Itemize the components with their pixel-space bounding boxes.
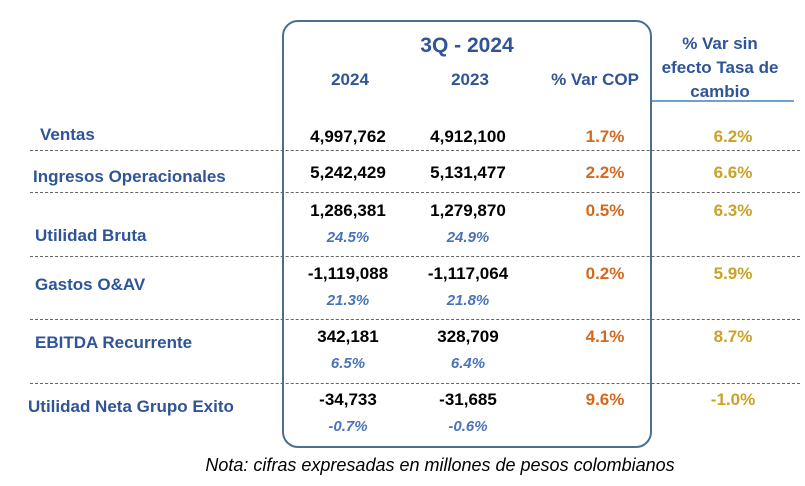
row-divider — [30, 256, 800, 257]
column-header-var-sin-line2: efecto Tasa de — [661, 58, 779, 77]
row-label-utilidad-neta: Utilidad Neta Grupo Exito — [28, 397, 234, 416]
utilidad-bruta-var-sin: 6.3% — [713, 201, 753, 220]
ingresos-2024: 5,242,429 — [310, 163, 386, 182]
gastos-2024: -1,119,088 — [307, 264, 389, 283]
utilidad-bruta-2023: 1,279,870 — [430, 201, 506, 220]
utilidad-bruta-margin-2024: 24.5% — [326, 229, 370, 246]
row-divider — [30, 150, 800, 151]
utilidad-neta-var-sin: -1.0% — [710, 390, 756, 409]
ebitda-var-cop: 4.1% — [585, 327, 625, 346]
ingresos-2023: 5,131,477 — [430, 163, 506, 182]
ventas-2023: 4,912,100 — [430, 127, 506, 146]
column-header-var-sin-efecto: % Var sin efecto Tasa de cambio — [655, 32, 785, 104]
footnote: Nota: cifras expresadas en millones de p… — [205, 455, 675, 475]
gastos-margin-2024: 21.3% — [326, 292, 370, 309]
ingresos-var-sin: 6.6% — [713, 163, 753, 182]
period-title: 3Q - 2024 — [420, 34, 514, 57]
column-header-var-cop: % Var COP — [551, 70, 639, 89]
ingresos-var-cop: 2.2% — [585, 163, 625, 182]
ventas-var-cop: 1.7% — [585, 127, 625, 146]
utilidad-neta-margin-2023: -0.6% — [448, 418, 488, 435]
row-divider — [30, 192, 800, 193]
utilidad-neta-2023: -31,685 — [439, 390, 497, 409]
utilidad-bruta-var-cop: 0.5% — [585, 201, 625, 220]
utilidad-neta-2024: -34,733 — [319, 390, 377, 409]
ventas-var-sin: 6.2% — [713, 127, 753, 146]
utilidad-neta-margin-2024: -0.7% — [328, 418, 368, 435]
column-header-var-sin-line1: % Var sin — [682, 34, 758, 53]
row-label-utilidad-bruta: Utilidad Bruta — [35, 226, 147, 245]
header-rule — [652, 100, 794, 102]
row-label-ebitda: EBITDA Recurrente — [35, 333, 193, 352]
ebitda-2023: 328,709 — [437, 327, 499, 346]
ebitda-margin-2024: 6.5% — [330, 355, 366, 372]
utilidad-bruta-2024: 1,286,381 — [310, 201, 386, 220]
ebitda-2024: 342,181 — [317, 327, 379, 346]
column-header-var-sin-line3: cambio — [690, 82, 750, 101]
ventas-2024: 4,997,762 — [310, 127, 386, 146]
utilidad-bruta-margin-2023: 24.9% — [446, 229, 490, 246]
row-divider — [30, 319, 800, 320]
gastos-var-cop: 0.2% — [585, 264, 625, 283]
ebitda-var-sin: 8.7% — [713, 327, 753, 346]
column-header-2023: 2023 — [451, 70, 489, 89]
gastos-margin-2023: 21.8% — [446, 292, 490, 309]
utilidad-neta-var-cop: 9.6% — [585, 390, 625, 409]
row-label-ingresos: Ingresos Operacionales — [33, 167, 226, 186]
gastos-2023: -1,117,064 — [427, 264, 509, 283]
row-label-gastos: Gastos O&AV — [35, 275, 146, 294]
row-divider — [30, 383, 800, 384]
gastos-var-sin: 5.9% — [713, 264, 753, 283]
period-highlight-box — [282, 20, 652, 448]
column-header-2024: 2024 — [331, 70, 369, 89]
row-label-ventas: Ventas — [40, 125, 95, 144]
ebitda-margin-2023: 6.4% — [450, 355, 486, 372]
